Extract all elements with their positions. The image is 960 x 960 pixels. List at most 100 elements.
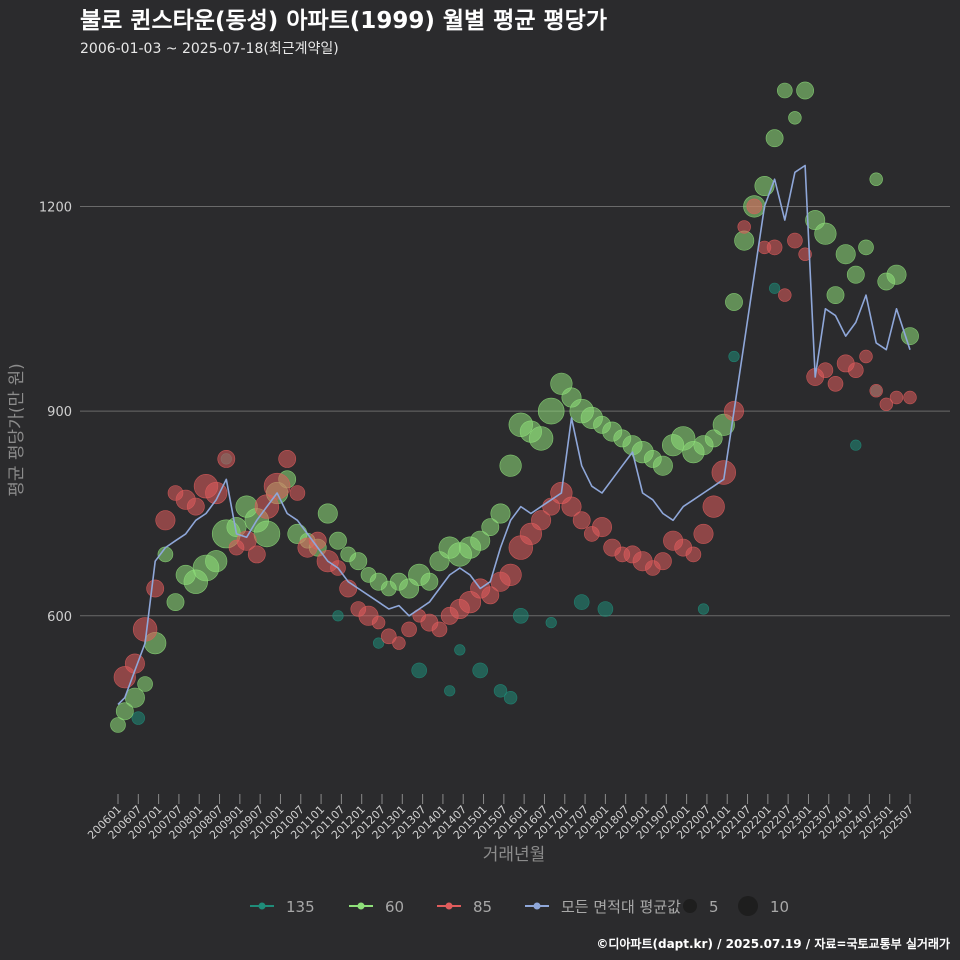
data-point — [373, 637, 385, 649]
data-point — [734, 230, 755, 251]
legend-label: 135 — [286, 898, 315, 916]
data-point — [392, 636, 406, 650]
data-point — [561, 496, 582, 517]
data-point — [155, 510, 176, 531]
data-point — [110, 717, 126, 733]
legend-size-label: 10 — [770, 898, 789, 916]
data-point — [765, 129, 784, 148]
chart-subtitle: 2006-01-03 ~ 2025-07-18(최근계약일) — [80, 41, 339, 57]
data-point — [859, 349, 873, 364]
legend-key-dot — [533, 902, 541, 910]
data-point — [481, 518, 500, 537]
data-point — [499, 563, 522, 587]
data-point — [886, 264, 907, 285]
data-point — [332, 610, 344, 622]
data-point — [166, 593, 185, 612]
data-point — [146, 579, 165, 598]
legend-item: 135 — [250, 898, 315, 916]
data-point — [528, 426, 554, 451]
data-point — [869, 384, 883, 398]
data-point — [766, 239, 783, 256]
data-point — [349, 552, 368, 571]
data-point — [685, 546, 702, 563]
x-axis-label: 거래년월 — [483, 845, 546, 865]
legend-label: 60 — [385, 898, 404, 916]
data-point — [814, 222, 837, 245]
data-point — [545, 616, 557, 629]
data-point — [869, 172, 883, 186]
data-point — [380, 628, 397, 645]
data-point — [879, 397, 893, 411]
data-point — [137, 676, 153, 692]
y-tick-label: 1200 — [39, 200, 72, 215]
data-point — [796, 81, 815, 100]
legend-key-dot — [445, 902, 453, 910]
chart-caption: ©디아파트(dapt.kr) / 2025.07.19 / 자료=국토교통부 실… — [596, 936, 950, 951]
data-point — [889, 390, 904, 405]
y-axis-label: 평균 평당가(만 원) — [7, 363, 27, 497]
data-point — [186, 497, 205, 516]
data-point — [444, 685, 456, 697]
data-point — [591, 517, 612, 538]
data-point — [317, 503, 338, 524]
data-point — [778, 288, 792, 302]
legend-item: 60 — [349, 898, 404, 916]
data-point — [217, 449, 236, 468]
data-point — [205, 550, 228, 573]
data-point — [371, 615, 386, 630]
legend-label: 85 — [473, 898, 492, 916]
data-point — [131, 711, 146, 725]
data-point — [693, 523, 714, 544]
data-point — [247, 545, 266, 564]
data-point — [787, 232, 803, 249]
chart-title: 불로 퀸스타운(동성) 아파트(1999) 월별 평균 평당가 — [80, 8, 607, 34]
data-point — [493, 684, 508, 698]
average-line — [117, 164, 911, 706]
data-point — [226, 517, 247, 538]
data-point — [420, 572, 439, 591]
data-point — [263, 472, 291, 500]
data-point — [481, 586, 500, 605]
data-point — [826, 286, 845, 305]
data-point — [572, 511, 591, 530]
legend: 135 60 85 모든 면적대 평균값 5 10 — [250, 896, 789, 916]
data-point — [503, 690, 518, 705]
data-point — [725, 293, 743, 311]
data-point — [768, 282, 781, 294]
data-point — [454, 644, 466, 656]
series-60 — [110, 81, 919, 733]
data-point — [817, 362, 834, 379]
data-point — [115, 702, 134, 721]
y-tick-label: 600 — [47, 610, 72, 625]
data-point — [746, 198, 763, 215]
data-point — [329, 531, 347, 550]
data-point — [858, 239, 874, 256]
data-point — [901, 327, 919, 346]
data-point — [850, 439, 862, 451]
legend-item: 85 — [437, 898, 492, 916]
legend-size-item: 10 — [738, 896, 789, 916]
data-point — [278, 449, 297, 468]
data-point — [573, 594, 590, 610]
data-point — [847, 362, 864, 379]
data-point — [470, 530, 491, 551]
data-point — [835, 244, 856, 265]
data-point — [472, 662, 489, 679]
data-point — [702, 495, 725, 518]
data-point — [654, 552, 672, 571]
data-point — [728, 350, 740, 363]
data-point — [401, 621, 417, 638]
legend-item: 모든 면적대 평균값 — [525, 898, 681, 916]
legend-key-dot — [258, 902, 266, 910]
series-line — [117, 164, 911, 706]
data-point — [411, 662, 428, 679]
y-axis-ticks: 600 900 1200 — [39, 200, 72, 624]
data-point — [490, 503, 511, 524]
data-point — [253, 520, 281, 548]
data-point — [754, 176, 775, 197]
data-point — [499, 454, 522, 477]
scatter-points — [110, 81, 919, 733]
series-135 — [131, 282, 882, 725]
